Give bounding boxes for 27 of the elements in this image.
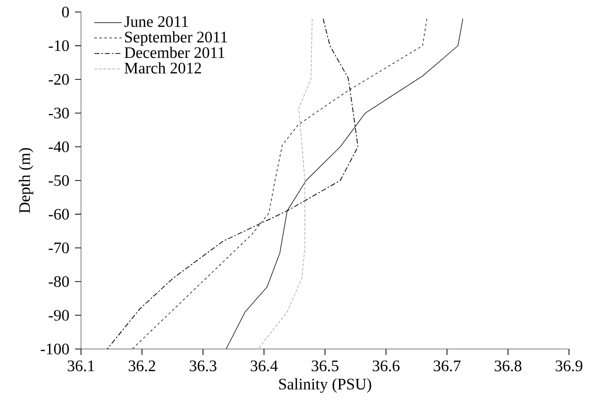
legend-label: December 2011 xyxy=(124,46,224,58)
x-tick-label: 36.4 xyxy=(250,360,278,372)
y-tick-label: -20 xyxy=(48,74,69,85)
y-tick-label: -90 xyxy=(48,310,69,321)
x-tick-label: 36.3 xyxy=(190,360,216,372)
x-tick-label: 36.8 xyxy=(494,360,522,372)
y-tick-label: 0 xyxy=(62,6,69,18)
legend-label: June 2011 xyxy=(124,16,188,27)
x-tick-label: 36.6 xyxy=(372,360,400,372)
y-tick-label: -80 xyxy=(48,276,69,287)
y-axis-title: Depth (m) xyxy=(18,148,34,214)
legend-label: September 2011 xyxy=(125,31,227,46)
x-tick-label: 36.5 xyxy=(312,360,338,372)
x-axis-title: Salinity (PSU) xyxy=(279,378,372,393)
x-tick-label: 36.7 xyxy=(434,360,461,372)
x-tick-label: 36.2 xyxy=(128,360,156,372)
y-tick-label: -50 xyxy=(48,175,69,186)
y-tick-label: -40 xyxy=(48,141,69,152)
y-tick-label: -70 xyxy=(48,242,69,254)
y-tick-label: -60 xyxy=(48,208,69,220)
legend-label: March 2012 xyxy=(124,62,201,74)
line-series xyxy=(258,18,312,349)
y-tick-label: -30 xyxy=(48,108,69,118)
x-tick-label: 36.9 xyxy=(556,360,582,372)
y-tick-label: -10 xyxy=(48,40,69,52)
x-tick-label: 36.1 xyxy=(68,360,94,372)
y-tick-label: -100 xyxy=(40,344,69,354)
